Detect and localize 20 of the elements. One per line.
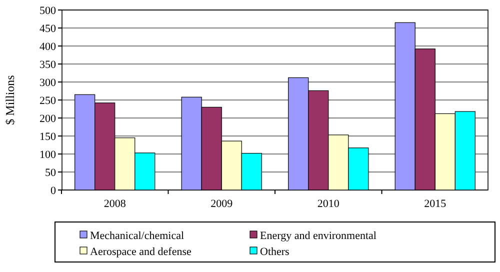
y-axis-title: $ Millions (3, 74, 17, 125)
y-tick-label: 250 (40, 94, 56, 107)
y-tick-label: 150 (40, 130, 56, 143)
x-tick-label: 2008 (104, 198, 126, 210)
y-tick-label: 100 (40, 148, 56, 161)
legend-label: Mechanical/chemical (90, 230, 184, 242)
x-tick-label: 2010 (317, 198, 340, 210)
y-tick-label: 0 (50, 184, 56, 197)
y-tick-label: 200 (40, 112, 56, 125)
y-tick-label: 500 (40, 4, 56, 17)
legend-label: Energy and environmental (260, 230, 376, 242)
y-tick-label: 450 (40, 22, 56, 35)
legend-label: Others (260, 246, 290, 258)
y-tick-label: 350 (40, 58, 56, 71)
y-tick-label: 300 (40, 76, 56, 89)
y-tick-label: 50 (45, 166, 56, 179)
x-tick-label: 2009 (210, 198, 234, 210)
x-tick-label: 2015 (424, 198, 447, 210)
legend-label: Aerospace and defense (90, 246, 192, 258)
y-tick-label: 400 (40, 40, 56, 53)
